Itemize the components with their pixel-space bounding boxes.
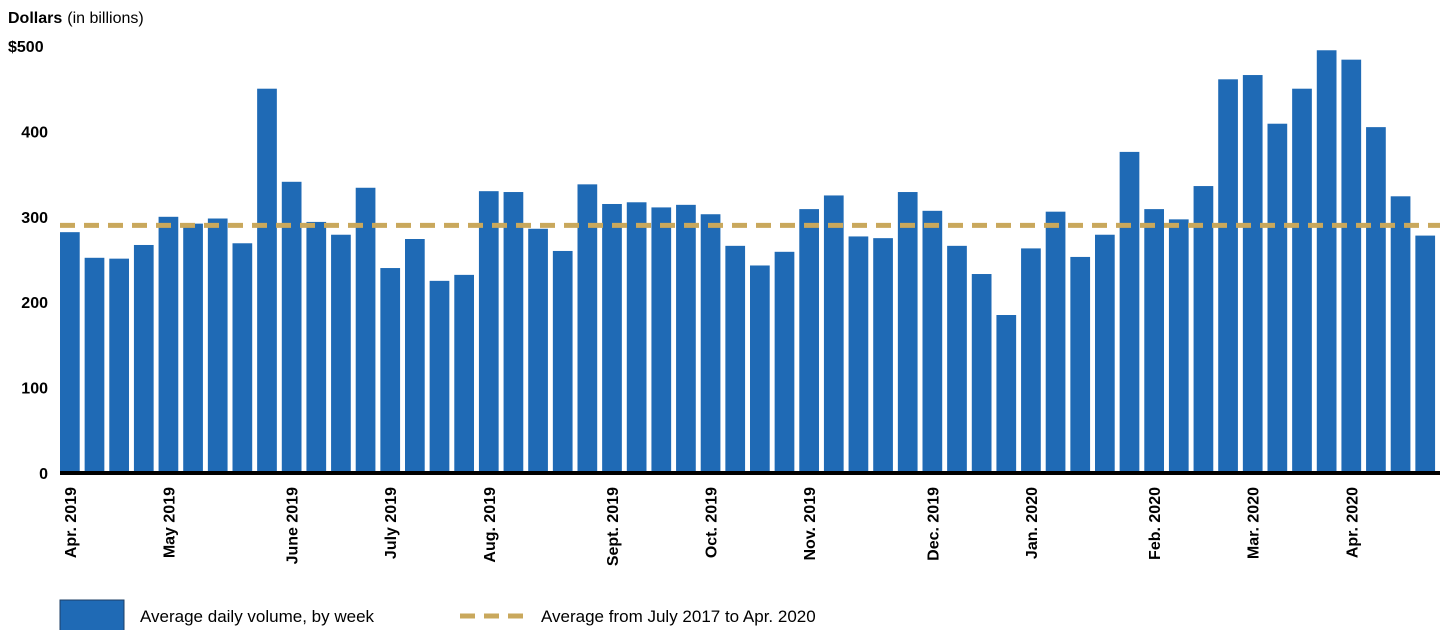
y-tick-label: 0 xyxy=(39,466,48,483)
bar xyxy=(503,192,524,473)
x-tick-label: May 2019 xyxy=(161,487,178,558)
bar xyxy=(1045,211,1066,473)
bar xyxy=(626,202,647,473)
legend-swatch-bars xyxy=(59,599,125,630)
x-tick-label: June 2019 xyxy=(285,487,302,564)
bar xyxy=(60,232,80,473)
bar xyxy=(1193,186,1214,473)
x-tick-label: Dec. 2019 xyxy=(925,487,942,561)
y-tick-label: 300 xyxy=(21,210,48,227)
bar xyxy=(1021,248,1041,473)
bar xyxy=(725,245,746,473)
bar xyxy=(133,244,154,473)
y-axis-title-bold: Dollars xyxy=(8,10,62,27)
bar xyxy=(84,257,105,473)
bar xyxy=(454,274,474,473)
bar xyxy=(799,209,819,474)
y-axis-title-unit: (in billions) xyxy=(67,10,143,27)
bar xyxy=(1095,234,1115,473)
bar xyxy=(405,239,425,473)
x-tick-label: Sept. 2019 xyxy=(605,487,622,566)
bar xyxy=(1218,79,1238,473)
x-tick-label: Jan. 2020 xyxy=(1024,487,1041,559)
bar xyxy=(232,243,253,473)
bar xyxy=(823,195,844,473)
bar xyxy=(873,238,893,473)
x-tick-label: Aug. 2019 xyxy=(482,487,499,563)
bar xyxy=(750,265,770,473)
y-axis-ticks: 0 100 200 300 400 $500 xyxy=(8,39,48,483)
bar xyxy=(109,258,129,473)
x-tick-label: Apr. 2019 xyxy=(63,487,80,558)
bar xyxy=(306,221,327,473)
legend: Average daily volume, by week Average fr… xyxy=(59,599,816,630)
bar xyxy=(257,88,277,473)
bar xyxy=(429,280,450,473)
legend-label-bars: Average daily volume, by week xyxy=(140,607,375,626)
bar xyxy=(281,181,302,474)
y-tick-label: 100 xyxy=(21,381,48,398)
bar xyxy=(478,191,499,473)
x-axis-month-labels: Apr. 2019 May 2019 June 2019 July 2019 Aug. … xyxy=(63,487,1361,566)
bar xyxy=(1144,209,1164,474)
legend-label-average-line: Average from July 2017 to Apr. 2020 xyxy=(541,607,816,626)
bar xyxy=(577,184,598,473)
y-tick-label: 200 xyxy=(21,295,48,312)
y-axis-title: Dollars (in billions) xyxy=(8,10,144,27)
x-tick-label: Oct. 2019 xyxy=(704,487,721,558)
x-tick-label: July 2019 xyxy=(383,487,400,559)
bar xyxy=(1415,235,1436,473)
bar xyxy=(897,192,918,473)
x-tick-label: Nov. 2019 xyxy=(802,487,819,561)
x-tick-label: Apr. 2020 xyxy=(1344,487,1361,558)
bar xyxy=(1366,127,1386,473)
bar xyxy=(947,245,967,473)
bar xyxy=(1070,256,1091,473)
bar xyxy=(700,214,721,474)
bar xyxy=(1242,75,1263,473)
bar xyxy=(207,218,228,473)
bar xyxy=(183,223,203,473)
y-tick-label: 400 xyxy=(21,124,48,141)
bar xyxy=(1316,50,1337,474)
bar xyxy=(528,228,548,473)
bar xyxy=(996,315,1017,473)
bar xyxy=(922,210,943,473)
bar xyxy=(1119,151,1140,473)
bar xyxy=(676,204,696,473)
bar xyxy=(651,207,672,473)
bars xyxy=(60,50,1436,474)
bar xyxy=(355,187,376,473)
bar xyxy=(1292,88,1312,473)
x-tick-label: Feb. 2020 xyxy=(1147,487,1164,560)
bar xyxy=(1168,219,1189,473)
bar xyxy=(552,250,573,473)
bar xyxy=(1390,196,1411,474)
y-tick-label: $500 xyxy=(8,39,44,56)
bar xyxy=(602,203,622,474)
bar xyxy=(848,236,869,473)
bar xyxy=(1267,123,1288,474)
bar xyxy=(331,234,351,473)
bar xyxy=(380,268,401,473)
x-tick-label: Mar. 2020 xyxy=(1246,487,1263,559)
bar xyxy=(1341,59,1362,473)
bar xyxy=(971,274,992,473)
bar xyxy=(774,251,795,473)
bar xyxy=(158,216,179,474)
